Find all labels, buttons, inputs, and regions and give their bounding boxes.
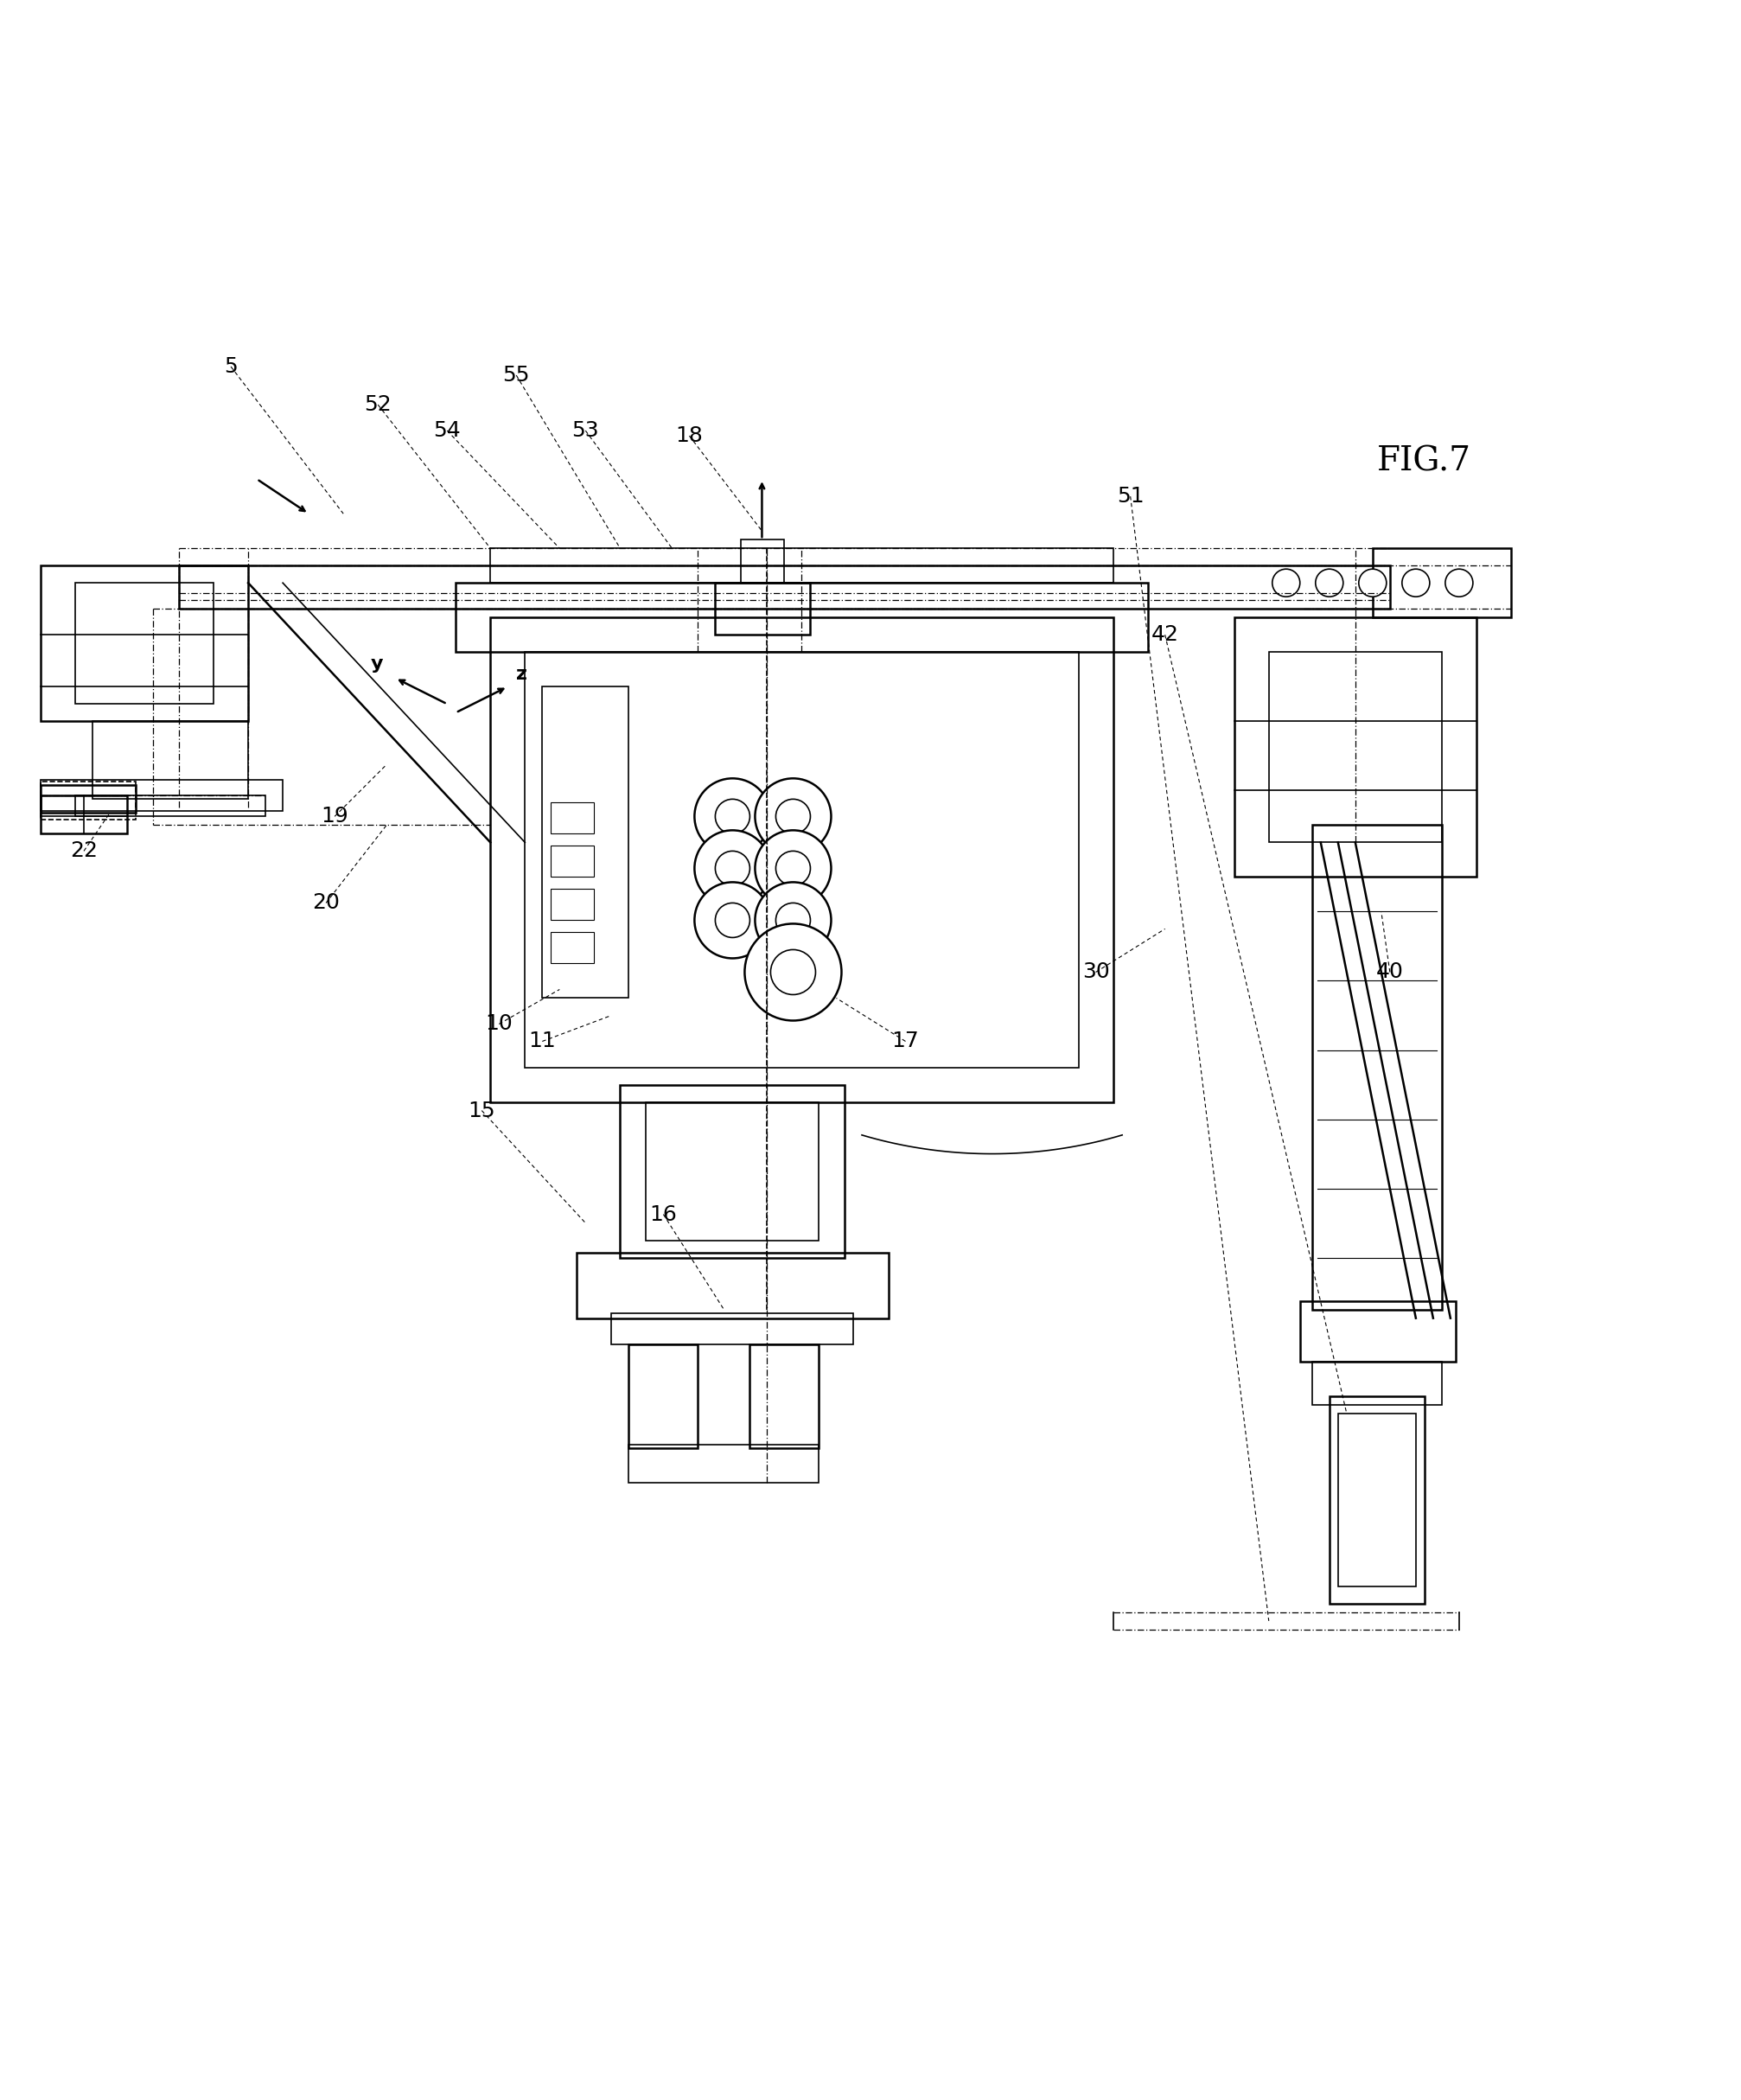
Circle shape (695, 779, 770, 855)
Bar (40, 785, 136, 813)
Text: FIG.7: FIG.7 (1377, 445, 1471, 479)
Bar (629, 1344, 698, 1447)
Text: 22: 22 (70, 840, 97, 861)
Text: 40: 40 (1375, 962, 1403, 983)
Bar (1328, 1396, 1424, 1604)
Bar (550, 932, 594, 964)
Bar (742, 540, 783, 584)
Bar (40, 779, 282, 811)
Bar (1311, 1361, 1442, 1405)
Bar (456, 584, 1147, 653)
Text: 11: 11 (528, 1031, 555, 1052)
Bar (620, 1084, 844, 1258)
Circle shape (1445, 569, 1473, 596)
Text: z: z (515, 666, 528, 682)
Bar (550, 846, 594, 878)
Text: 18: 18 (676, 426, 703, 445)
Bar (629, 1445, 818, 1483)
Bar (576, 1252, 888, 1319)
Bar (1372, 548, 1509, 617)
Circle shape (716, 851, 749, 886)
Circle shape (1314, 569, 1342, 596)
Circle shape (775, 851, 810, 886)
Circle shape (1358, 569, 1386, 596)
Circle shape (754, 882, 830, 958)
Text: 53: 53 (571, 420, 599, 441)
Bar (75, 796, 265, 817)
Bar (92, 720, 247, 800)
Bar (75, 584, 214, 704)
Text: 20: 20 (312, 892, 339, 914)
Circle shape (745, 924, 841, 1021)
Bar (1267, 653, 1442, 842)
Text: 55: 55 (503, 365, 529, 386)
Circle shape (1271, 569, 1299, 596)
Text: 15: 15 (468, 1100, 494, 1121)
Circle shape (716, 800, 749, 834)
Bar (40, 781, 136, 819)
Bar (179, 565, 1389, 609)
Bar (491, 617, 1112, 1102)
Circle shape (770, 949, 815, 995)
Text: 54: 54 (434, 420, 461, 441)
Text: 51: 51 (1116, 485, 1144, 506)
Bar (716, 584, 810, 634)
Bar (541, 687, 629, 997)
Text: 30: 30 (1081, 962, 1109, 983)
Text: 19: 19 (320, 806, 348, 827)
Text: 17: 17 (891, 1031, 919, 1052)
Bar (646, 1102, 818, 1241)
Text: 10: 10 (486, 1014, 512, 1035)
Bar (1337, 1413, 1415, 1586)
Text: 5: 5 (225, 357, 237, 378)
Bar (550, 888, 594, 920)
Text: 16: 16 (649, 1203, 677, 1224)
Bar (524, 653, 1078, 1067)
Text: y: y (371, 655, 383, 672)
Bar (1311, 825, 1442, 1310)
Bar (611, 1312, 853, 1344)
Circle shape (754, 830, 830, 907)
Bar (1299, 1300, 1455, 1361)
Bar (749, 1344, 818, 1447)
Circle shape (695, 830, 770, 907)
Circle shape (754, 779, 830, 855)
Text: 42: 42 (1151, 624, 1179, 645)
Bar (550, 802, 594, 834)
Circle shape (775, 903, 810, 937)
Bar (40, 565, 247, 720)
Bar (1234, 617, 1476, 878)
Circle shape (716, 903, 749, 937)
Text: 52: 52 (364, 395, 392, 416)
Circle shape (695, 882, 770, 958)
Circle shape (775, 800, 810, 834)
Bar (491, 548, 1112, 584)
Circle shape (1402, 569, 1429, 596)
Bar (40, 796, 127, 834)
